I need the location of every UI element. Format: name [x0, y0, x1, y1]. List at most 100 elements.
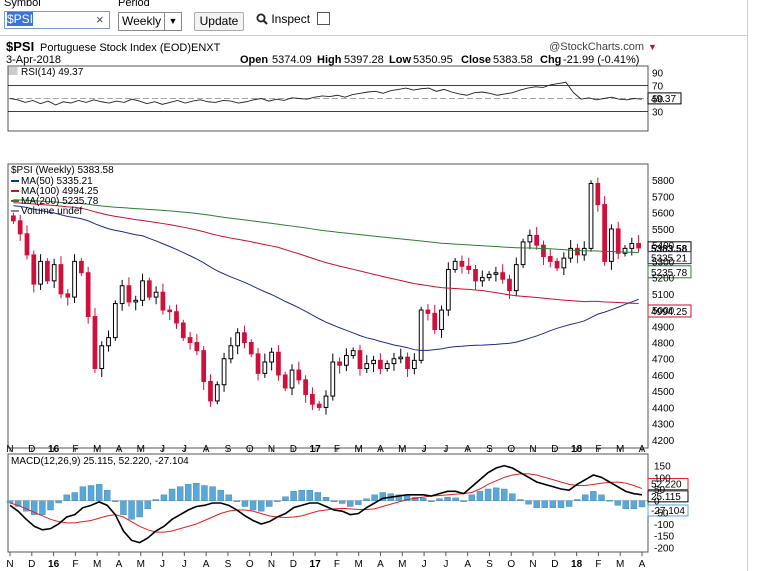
price-tag [647, 265, 692, 279]
inspect-checkbox[interactable] [317, 12, 331, 25]
price-candle [78, 260, 84, 274]
macd-price-tag-text: 25.115 [651, 492, 681, 503]
macd-tick-label: 100 [654, 473, 671, 484]
macd-price-tag [647, 478, 689, 491]
low-label: Low [389, 54, 411, 66]
macd-histogram-bar [517, 499, 524, 501]
macd-histogram-bar [63, 494, 70, 501]
divider [0, 35, 748, 36]
rsi-swatch [8, 67, 18, 75]
macd-histogram-bar [403, 495, 411, 501]
macd-price-tag-text: 52.220 [651, 480, 682, 491]
x-tick-label: M [93, 444, 101, 455]
open-value: 5374.09 [272, 54, 312, 66]
price-candle [581, 247, 587, 256]
price-candle [425, 309, 431, 314]
macd-histogram-bar [638, 500, 646, 508]
x-tick-label: A [639, 559, 646, 570]
price-candle [357, 350, 363, 369]
price-candle [255, 353, 261, 374]
price-candle [418, 309, 424, 361]
x-tick-label: D [290, 559, 297, 570]
price-candle [45, 260, 50, 282]
x-tick-label: 17 [310, 559, 322, 570]
chg-label: Chg [540, 54, 561, 66]
price-tick-label: 5500 [652, 225, 675, 236]
macd-histogram-bar [355, 500, 362, 505]
price-candle [411, 359, 417, 369]
macd-histogram-bar [371, 494, 378, 501]
chart-date: 3-Apr-2018 [6, 54, 61, 66]
price-candle [371, 359, 376, 365]
rsi-tick-label: 30 [652, 108, 664, 119]
macd-histogram-bar [6, 500, 14, 504]
x-tick-label: A [464, 444, 471, 455]
x-tick-label: A [377, 444, 384, 455]
macd-tick-label: 0 [654, 497, 660, 508]
macd-tick-label: -150 [654, 532, 674, 543]
rsi-price-tag [647, 92, 682, 105]
price-tick-label: 4800 [652, 339, 675, 350]
price-candle [609, 228, 614, 262]
price-tag-text: 5235.78 [651, 268, 688, 279]
x-tick-label: M [93, 559, 101, 570]
price-tick-label: 4900 [652, 322, 675, 333]
x-tick-label: N [6, 559, 13, 570]
symbol-input[interactable]: $PSI [4, 11, 110, 29]
inspect-label: Inspect [271, 12, 311, 26]
price-tick-label: 5400 [652, 241, 675, 252]
macd-line [9, 464, 643, 544]
x-tick-label: A [116, 559, 123, 570]
macd-histogram-bar [257, 500, 265, 512]
price-candle [289, 369, 295, 389]
macd-histogram-bar [590, 491, 597, 501]
collapse-icon[interactable]: ▼ [648, 42, 657, 52]
x-tick-label: F [72, 444, 78, 455]
macd-histogram-bar [557, 500, 565, 508]
macd-histogram-bar [168, 488, 176, 501]
x-tick-label: M [137, 444, 145, 455]
inspect-toggle[interactable]: Inspect [256, 12, 331, 26]
price-candle [364, 363, 370, 369]
period-select[interactable]: Weekly ▼ [118, 12, 182, 31]
x-tick-label: J [422, 559, 427, 570]
macd-histogram-bar [452, 497, 459, 501]
x-tick-label: J [443, 559, 448, 570]
macd-histogram-bar [233, 500, 241, 502]
price-tick-label: 4700 [652, 355, 675, 366]
macd-histogram-bar [314, 492, 322, 501]
toolbar: Symbol $PSI × Period Weekly ▼ Update Ins… [0, 0, 761, 36]
x-tick-label: 16 [48, 444, 60, 455]
watermark: @StockCharts.com [549, 41, 644, 53]
rsi-tick-label: 50 [652, 95, 664, 106]
macd-histogram-bar [363, 498, 370, 501]
macd-histogram-bar [549, 500, 557, 508]
ma100-line [13, 202, 639, 305]
price-candle [310, 393, 315, 405]
price-candle [65, 293, 71, 298]
price-tick-label: 5100 [652, 290, 675, 301]
x-tick-label: D [28, 559, 35, 570]
clear-icon[interactable]: × [96, 12, 104, 27]
macd-histogram-bar [112, 500, 119, 502]
legend-entry: MA(50) 5335.21 [21, 176, 93, 187]
price-candle [11, 215, 16, 222]
x-tick-label: F [595, 559, 601, 570]
price-candle [615, 228, 621, 254]
price-tag-text: 5383.58 [651, 244, 688, 255]
update-button[interactable]: Update [194, 12, 244, 31]
x-tick-label: 17 [310, 444, 322, 455]
macd-histogram-bar [160, 494, 168, 501]
price-tick-label: 5200 [652, 274, 675, 285]
rsi-title: RSI(14) 49.37 [21, 67, 84, 78]
symbol-value: $PSI [7, 12, 34, 26]
price-candle [282, 374, 288, 389]
macd-histogram-bar [193, 482, 200, 501]
price-candle [527, 234, 533, 243]
macd-histogram-bar [525, 500, 532, 505]
magnifier-icon [256, 13, 268, 25]
macd-histogram-bar [104, 489, 111, 501]
price-candle [534, 234, 540, 246]
macd-histogram-bar [31, 500, 38, 515]
macd-price-tag [647, 504, 689, 517]
